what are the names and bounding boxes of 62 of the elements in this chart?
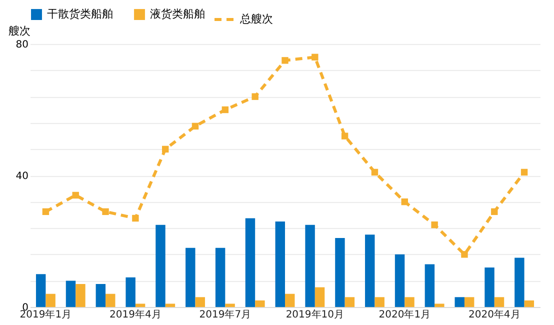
y-axis-title: 艘次 [8,24,30,38]
bar [96,284,106,307]
bar [225,304,235,307]
bar [484,268,494,307]
y-tick-label: 40 [16,171,28,182]
bar [454,297,464,307]
point [72,192,79,199]
bar [285,294,295,307]
bar [275,222,285,307]
point [520,168,528,176]
bar [424,264,435,307]
bar [314,287,325,307]
bar [66,280,76,307]
bar [215,248,226,307]
x-tick-label: 2019年10月 [286,308,344,320]
bar [434,304,444,307]
legend-label: 液货类船舶 [150,8,205,21]
point [42,208,50,216]
x-tick-label: 2019年7月 [199,308,252,320]
point [252,93,258,100]
bar [195,297,205,307]
bar [186,248,196,307]
x-tick-label: 2020年1月 [378,308,431,320]
bar [524,300,534,307]
bar [156,224,166,307]
bar [305,224,315,307]
point [132,214,139,222]
x-tick-label: 2020年4月 [468,308,520,320]
bar [344,297,355,307]
point [461,251,468,258]
bar [245,218,256,307]
bar [36,274,46,307]
point [401,198,408,206]
bar [165,304,176,307]
point [491,208,498,216]
bar [394,254,405,307]
bar [374,297,384,307]
bar [335,238,345,307]
bar [365,234,375,307]
point [192,122,199,130]
bar [106,294,116,307]
bar [494,297,504,307]
bar [135,304,146,307]
bar [464,297,474,307]
legend-label: 干散货类船舶 [47,8,113,21]
point [431,221,438,228]
bar [76,284,86,307]
bar [514,258,524,307]
bar [255,300,265,307]
x-tick-label: 2019年4月 [110,308,162,320]
legend-label: 总艘次 [239,12,273,26]
point [371,168,378,176]
point [102,208,109,216]
point [222,106,229,114]
point [282,57,288,64]
y-tick-label: 80 [16,40,28,50]
point [162,146,169,153]
bar [46,294,56,307]
bar [126,277,136,307]
point [341,132,348,140]
point [312,54,318,61]
bar [404,297,414,307]
